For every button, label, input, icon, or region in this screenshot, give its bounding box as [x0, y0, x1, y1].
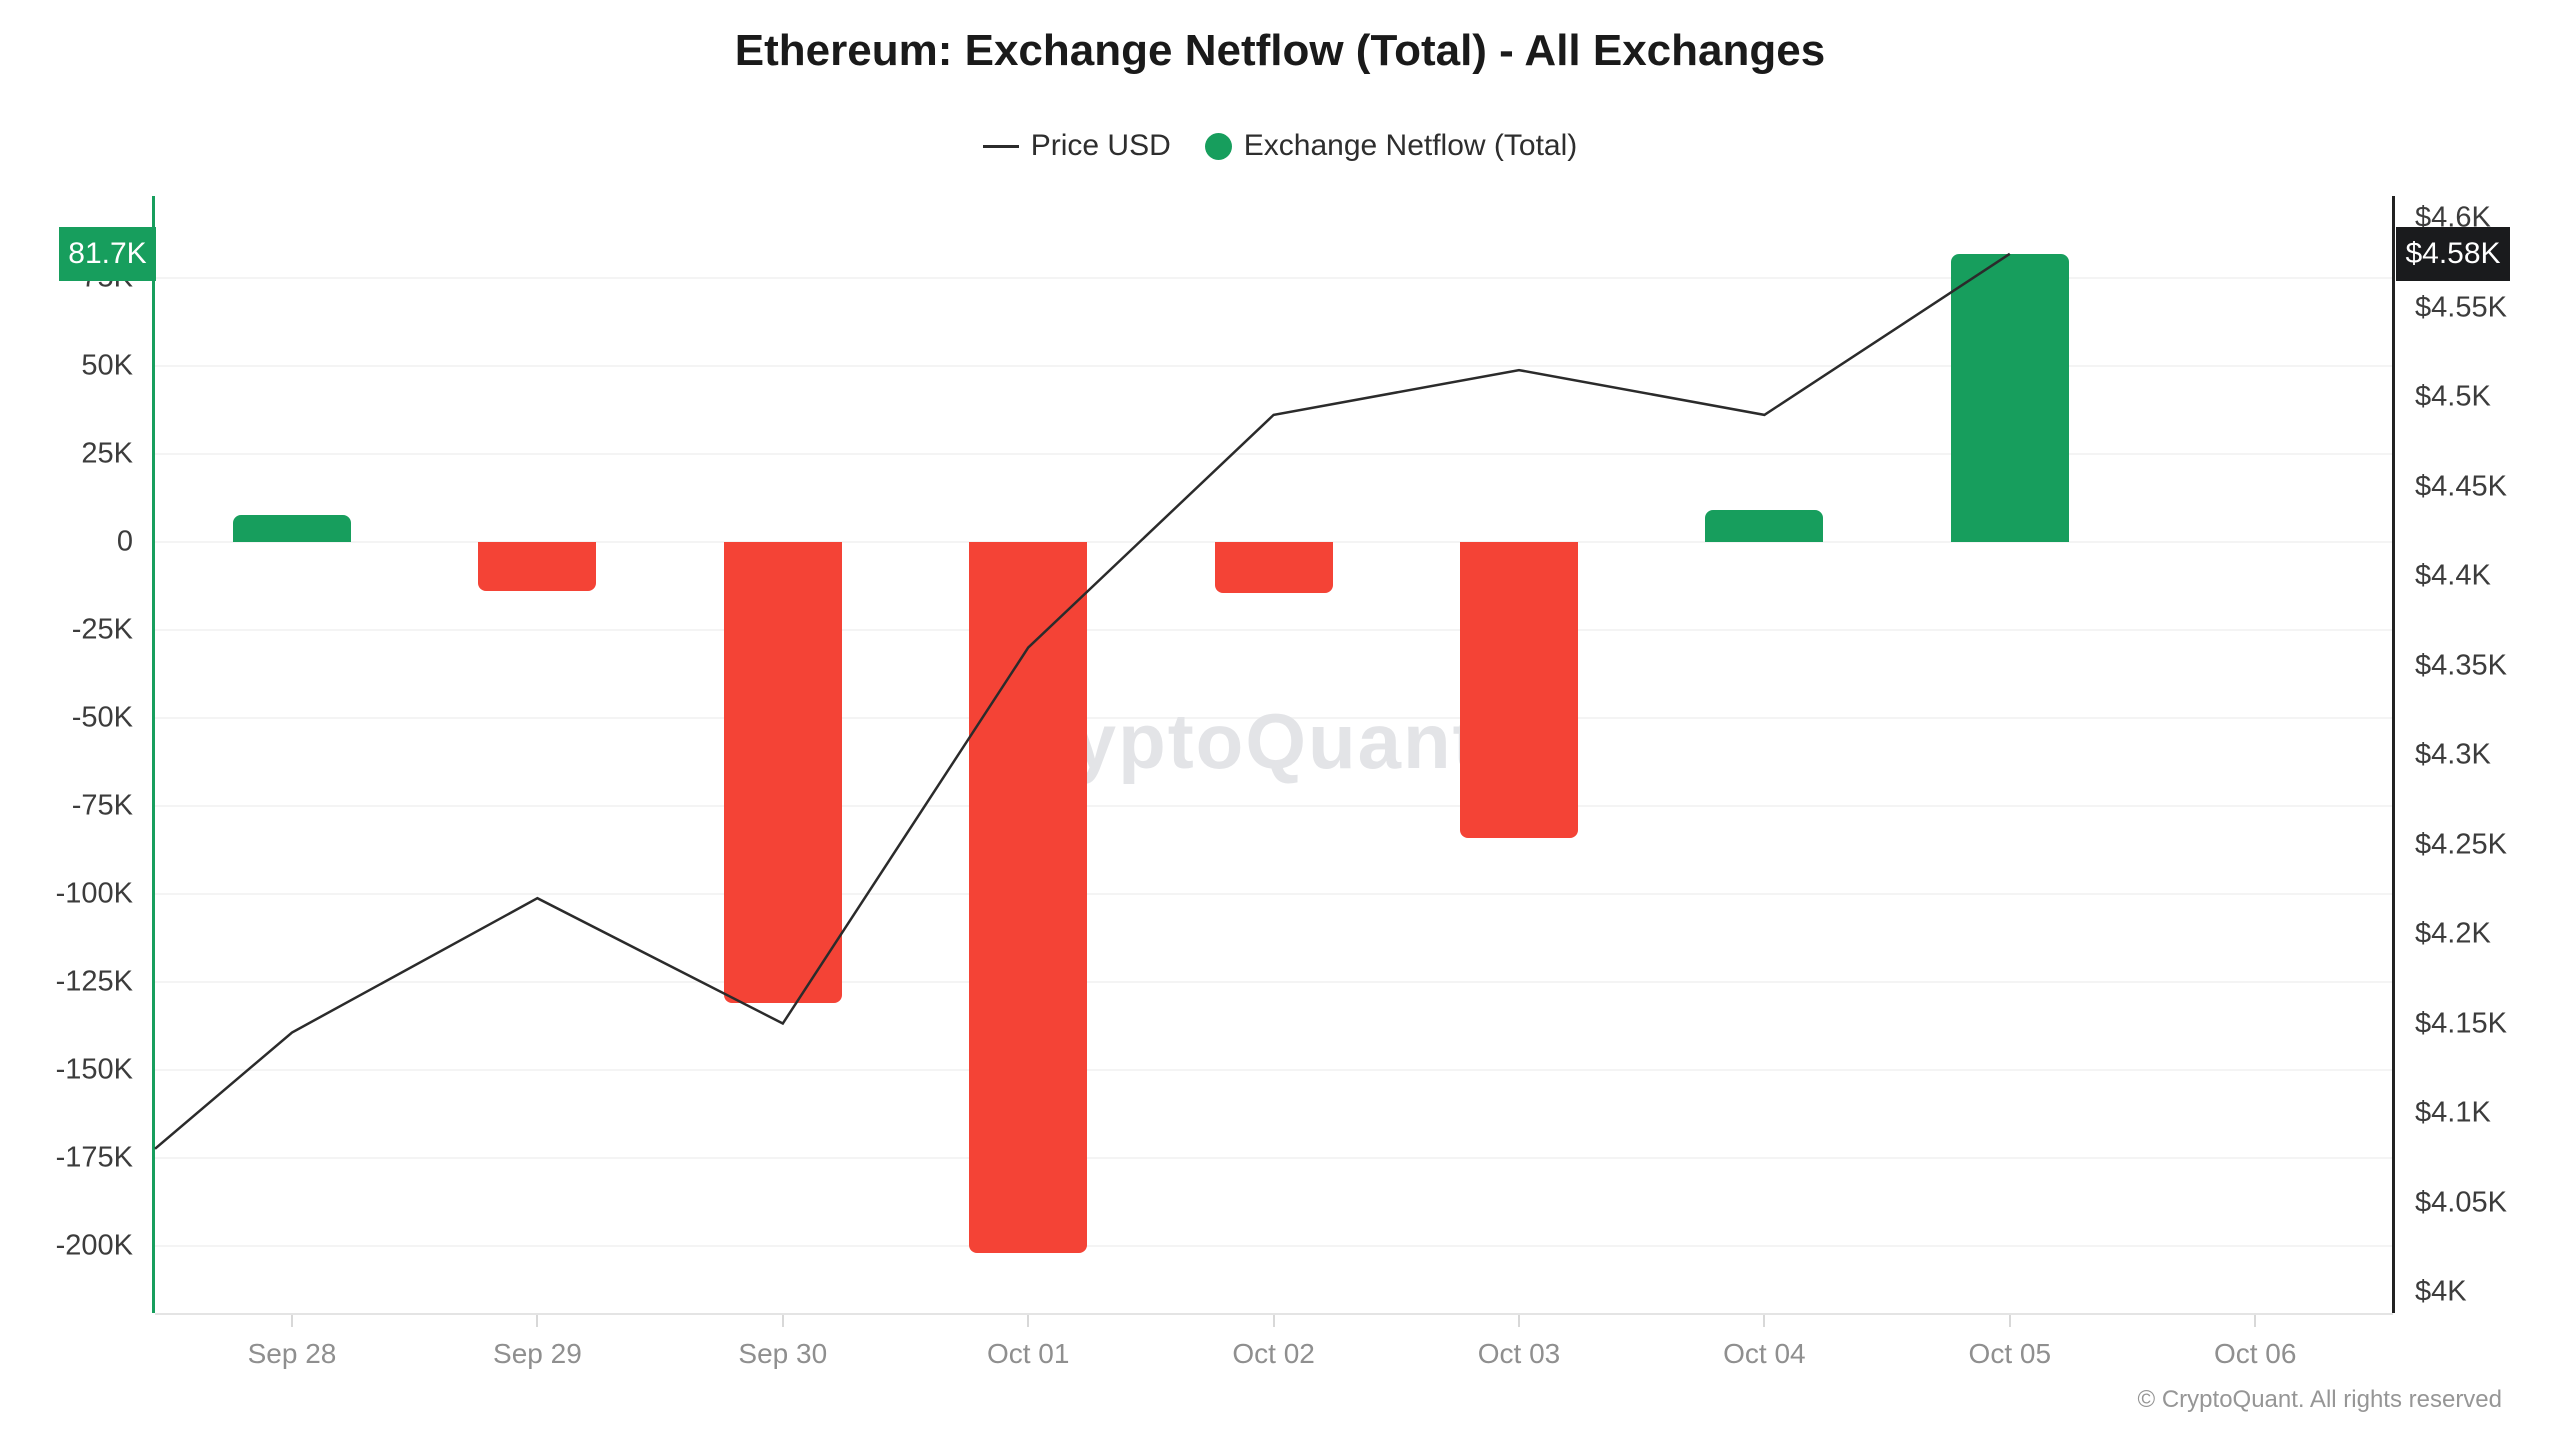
gridline--150K: [155, 1069, 2393, 1071]
legend-label-price: Price USD: [1030, 129, 1171, 162]
netflow-bar-sep-29[interactable]: [478, 542, 597, 592]
x-axis-date-label: Oct 06: [2213, 1338, 2297, 1369]
left-axis-tick-label: -100K: [55, 877, 133, 910]
left-axis-tick-label: -75K: [71, 789, 133, 822]
right-axis-tick-label: $4.15K: [2415, 1007, 2507, 1039]
netflow-bar-oct-02[interactable]: [1214, 542, 1333, 594]
left-axis-tick-label: -25K: [71, 613, 133, 646]
x-axis-tick: [1272, 1315, 1275, 1327]
x-axis-date-label: Oct 01: [986, 1338, 1070, 1369]
right-axis-tick-label: $4.1K: [2415, 1096, 2491, 1129]
right-axis-tick-label: $4.25K: [2415, 828, 2507, 860]
right-axis-tick-label: $4.05K: [2415, 1186, 2507, 1218]
price-current-value-badge: $4.58K: [2396, 226, 2510, 281]
left-axis-tick-label: -175K: [55, 1141, 133, 1174]
right-axis-tick-label: $4.3K: [2415, 738, 2491, 771]
gridline--100K: [155, 893, 2393, 895]
right-axis-tick-label: $4.35K: [2415, 649, 2507, 681]
left-axis-tick-label: -125K: [55, 965, 133, 998]
x-axis-tick: [536, 1315, 539, 1327]
netflow-current-value-badge: 81.7K: [59, 227, 156, 282]
gridline--125K: [155, 981, 2393, 983]
netflow-bar-oct-04[interactable]: [1705, 510, 1824, 542]
right-axis-tick-label: $4.5K: [2415, 380, 2491, 413]
x-axis-tick: [291, 1315, 293, 1327]
right-axis-tick-label: $4.4K: [2415, 559, 2491, 592]
x-axis-tick: [1518, 1315, 1520, 1327]
x-axis-date-label: Oct 05: [1968, 1338, 2052, 1369]
netflow-bar-sep-28[interactable]: [233, 514, 351, 542]
copyright-text: © CryptoQuant. All rights reserved: [2137, 1386, 2503, 1413]
netflow-bar-oct-05[interactable]: [1950, 254, 2069, 542]
x-axis-date-label: Oct 04: [1723, 1338, 1806, 1369]
x-axis-date-label: Oct 03: [1477, 1338, 1561, 1369]
legend-item-price[interactable]: Price USD: [982, 129, 1171, 163]
netflow-bar-oct-01[interactable]: [969, 542, 1088, 1254]
left-axis-tick-label: -200K: [55, 1229, 133, 1262]
right-axis-tick-label: $4.2K: [2415, 917, 2491, 950]
left-axis-line: [151, 196, 155, 1313]
left-axis-tick-label: -50K: [71, 701, 133, 734]
right-axis-tick-label: $4K: [2415, 1275, 2467, 1308]
right-axis-tick-label: $4.55K: [2415, 291, 2507, 323]
netflow-bar-sep-30[interactable]: [723, 542, 842, 1004]
gridline--75K: [155, 805, 2393, 807]
x-axis-date-label: Sep 29: [493, 1338, 582, 1369]
x-axis-tick: [781, 1315, 784, 1327]
gridline--175K: [155, 1157, 2393, 1159]
x-axis-tick: [2254, 1315, 2257, 1327]
netflow-dot-legend-icon: [1204, 132, 1232, 160]
x-axis-tick: [1763, 1315, 1766, 1327]
x-axis-tick: [1027, 1315, 1030, 1327]
left-axis-tick-label: 25K: [81, 437, 133, 470]
price-line-legend-icon: [982, 144, 1019, 148]
right-axis-line: [2392, 196, 2395, 1313]
gridline--200K: [155, 1245, 2393, 1247]
x-axis-line: [155, 1313, 2393, 1315]
left-axis-tick-label: 0: [116, 525, 133, 558]
x-axis-date-label: Oct 02: [1232, 1338, 1315, 1369]
left-axis-tick-label: 50K: [81, 349, 133, 382]
netflow-bar-oct-03[interactable]: [1460, 542, 1578, 838]
right-axis-tick-label: $4.45K: [2415, 470, 2507, 502]
legend-item-netflow[interactable]: Exchange Netflow (Total): [1204, 129, 1578, 163]
left-axis-tick-label: -150K: [55, 1053, 133, 1086]
x-axis-date-label: Sep 30: [738, 1338, 828, 1369]
legend-label-netflow: Exchange Netflow (Total): [1243, 129, 1578, 162]
x-axis-date-label: Sep 28: [247, 1338, 337, 1369]
gridline--25K: [155, 629, 2393, 631]
x-axis-tick: [2008, 1315, 2011, 1327]
chart-title: Ethereum: Exchange Netflow (Total) - All…: [734, 26, 1826, 75]
legend: Price USD Exchange Netflow (Total): [0, 126, 2560, 166]
